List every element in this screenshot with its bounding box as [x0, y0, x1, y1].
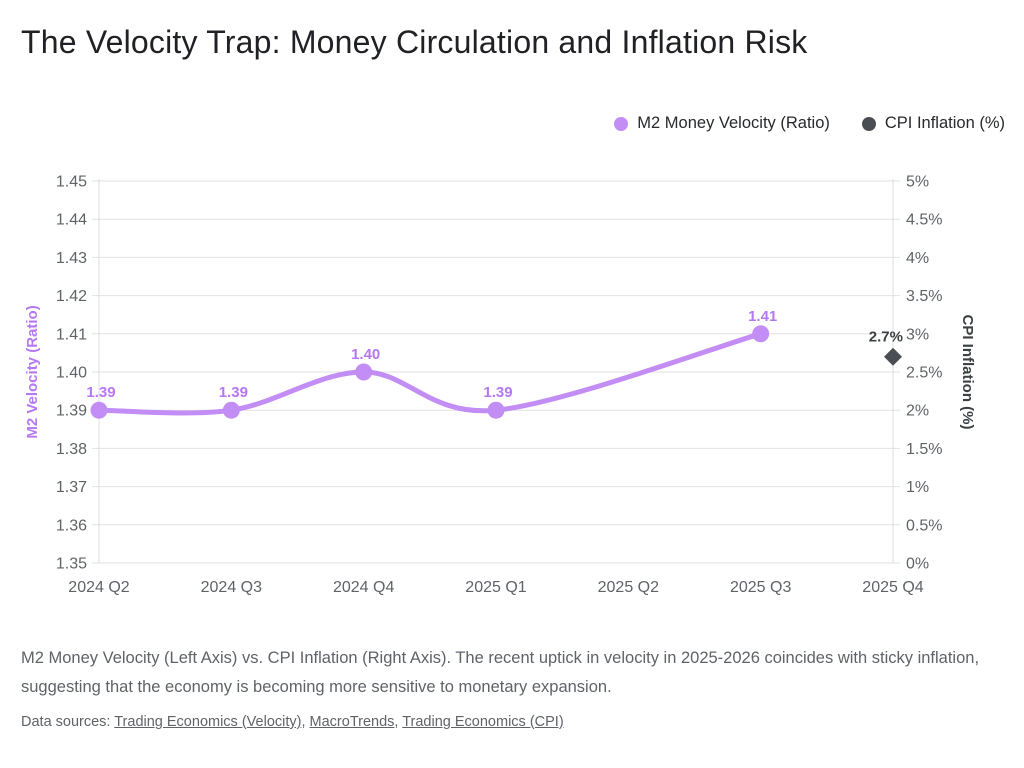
velocity-point-label: 1.39 [483, 384, 512, 401]
right-axis-tick-label: 1.5% [906, 441, 942, 458]
cpi-diamond-point[interactable] [884, 347, 902, 366]
left-axis-tick-label: 1.43 [56, 250, 87, 267]
source-link-macrotrends[interactable]: MacroTrends [309, 714, 395, 730]
left-axis-tick-label: 1.37 [56, 479, 87, 496]
chart-title: The Velocity Trap: Money Circulation and… [21, 24, 808, 60]
velocity-point-label: 1.40 [351, 346, 380, 363]
gridlines [92, 180, 900, 564]
sources-separator: , [394, 714, 403, 730]
left-axis-tick-label: 1.38 [56, 441, 87, 458]
source-link-velocity[interactable]: Trading Economics (Velocity) [114, 714, 302, 730]
velocity-point[interactable] [222, 401, 240, 419]
right-axis-tick-label: 0.5% [906, 517, 942, 534]
legend-label-cpi: CPI Inflation (%) [884, 114, 1005, 132]
cpi-series-dot-icon [861, 116, 876, 131]
right-axis-title: CPI Inflation (%) [959, 315, 976, 430]
right-axis-tick-label: 3.5% [906, 288, 942, 305]
left-axis-tick-label: 1.35 [56, 556, 87, 573]
left-axis-tick-label: 1.44 [56, 212, 87, 229]
sources-separator: , [301, 714, 310, 730]
right-axis-tick-label: 5% [906, 174, 929, 191]
left-axis-title: M2 Velocity (Ratio) [24, 305, 41, 438]
velocity-point[interactable] [90, 401, 108, 419]
velocity-series-dot-icon [614, 116, 629, 131]
x-axis-tick-label: 2025 Q1 [465, 579, 526, 596]
right-axis-tick-label: 3% [906, 326, 929, 343]
source-link-cpi[interactable]: Trading Economics (CPI) [402, 714, 564, 730]
x-axis-tick-label: 2024 Q2 [68, 579, 129, 596]
x-axis-tick-label: 2024 Q4 [333, 579, 394, 596]
velocity-line [96, 331, 764, 416]
legend: M2 Money Velocity (Ratio) CPI Inflation … [614, 114, 1005, 133]
chart-area: 1.35 1.36 1.37 1.38 1.39 1.40 1.41 1.42 1.43 1.44… [0, 160, 1024, 620]
left-axis-tick-label: 1.41 [56, 326, 87, 343]
x-axis-tick-label: 2024 Q3 [201, 579, 262, 596]
legend-item-cpi[interactable]: CPI Inflation (%) [861, 114, 1005, 133]
left-axis-tick-label: 1.40 [56, 365, 87, 382]
cpi-point-label: 2.7% [869, 329, 903, 346]
right-axis-tick-label: 1% [906, 479, 929, 496]
velocity-point-label: 1.39 [86, 384, 115, 401]
velocity-point[interactable] [355, 363, 373, 381]
chart-caption: M2 Money Velocity (Left Axis) vs. CPI In… [21, 649, 980, 696]
legend-item-velocity[interactable]: M2 Money Velocity (Ratio) [614, 114, 830, 133]
data-sources: Data sources: Trading Economics (Velocit… [21, 714, 564, 730]
left-axis-tick-label: 1.45 [56, 174, 87, 191]
velocity-point-label: 1.41 [748, 308, 777, 325]
right-axis-tick-label: 2.5% [906, 365, 942, 382]
chart-canvas: 1.35 1.36 1.37 1.38 1.39 1.40 1.41 1.42 1.43 1.44… [24, 174, 976, 597]
left-axis-tick-label: 1.36 [56, 517, 87, 534]
x-axis-tick-label: 2025 Q2 [598, 579, 659, 596]
x-axis-tick-label: 2025 Q4 [862, 579, 923, 596]
velocity-point-label: 1.39 [219, 384, 248, 401]
x-axis-tick-label: 2025 Q3 [730, 579, 791, 596]
velocity-point[interactable] [752, 325, 770, 343]
right-axis-tick-label: 4.5% [906, 212, 942, 229]
left-axis-tick-label: 1.42 [56, 288, 87, 305]
sources-prefix: Data sources: [21, 714, 115, 730]
right-axis-tick-label: 2% [906, 403, 929, 420]
velocity-point[interactable] [487, 401, 505, 419]
left-axis-tick-label: 1.39 [56, 403, 87, 420]
legend-label-velocity: M2 Money Velocity (Ratio) [637, 114, 830, 132]
right-axis-tick-label: 0% [906, 556, 929, 573]
right-axis-tick-label: 4% [906, 250, 929, 267]
